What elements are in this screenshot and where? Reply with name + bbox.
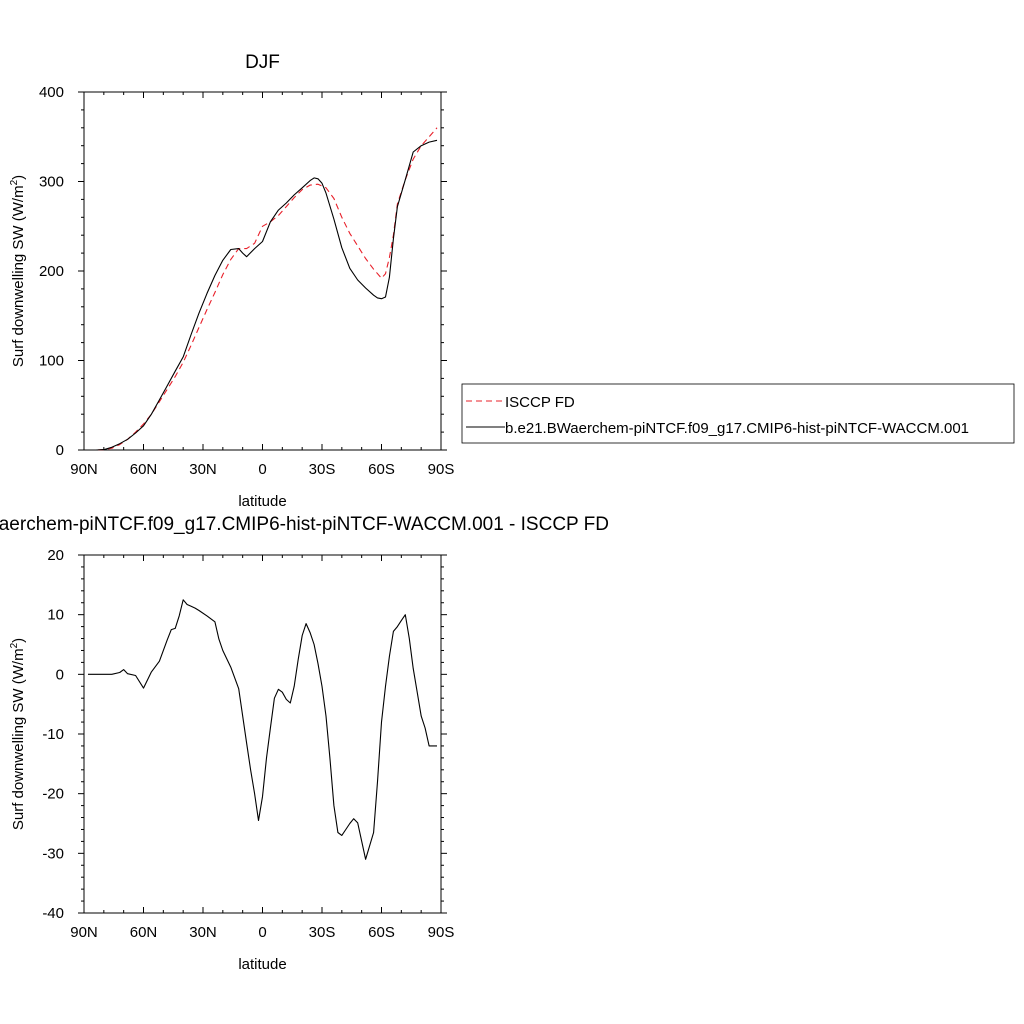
- y-tick-labels: 0 100 200 300 400: [39, 84, 64, 459]
- legend-label-model: b.e21.BWaerchem-piNTCF.f09_g17.CMIP6-his…: [505, 420, 969, 437]
- y-axis-title: Surf downwelling SW (W/m2): [9, 638, 27, 830]
- y-tick-label: 100: [39, 353, 64, 370]
- x-tick-label: 30S: [309, 461, 336, 478]
- legend-label-isccp: ISCCP FD: [505, 394, 575, 411]
- y-axis-title-close: ): [10, 175, 27, 180]
- y-tick-label: 400: [39, 84, 64, 101]
- series-lines: [88, 127, 438, 451]
- x-tick-label: 90N: [70, 461, 98, 478]
- x-tick-labels: 90N 60N 30N 0 30S 60S 90S: [70, 461, 454, 478]
- top-panel-djf: DJF 90N 60N 30N 0 30S 60S 90S 0 100 200 300 400 la…: [9, 52, 454, 510]
- plot-area-frame: [83, 91, 442, 451]
- plot-area-frame: [83, 554, 442, 914]
- y-axis-title-text: Surf downwelling SW (W/m: [10, 185, 27, 367]
- y-tick-label: 0: [56, 666, 64, 683]
- panel-title-difference: b.e21.BWaerchem-piNTCF.f09_g17.CMIP6-his…: [0, 514, 609, 535]
- x-tick-label: 90S: [428, 924, 455, 941]
- y-tick-label: 200: [39, 263, 64, 280]
- x-tick-label: 0: [258, 461, 266, 478]
- x-tick-label: 60S: [368, 924, 395, 941]
- y-tick-label: 10: [47, 607, 64, 624]
- x-axis-title: latitude: [238, 493, 286, 510]
- x-tick-label: 90S: [428, 461, 455, 478]
- x-tick-labels: 90N 60N 30N 0 30S 60S 90S: [70, 924, 454, 941]
- x-tick-label: 90N: [70, 924, 98, 941]
- bottom-panel-difference: b.e21.BWaerchem-piNTCF.f09_g17.CMIP6-his…: [0, 514, 609, 973]
- x-tick-label: 0: [258, 924, 266, 941]
- y-tick-label: -20: [42, 786, 64, 803]
- y-axis-title-superscript: 2: [9, 179, 20, 185]
- x-tick-label: 60N: [130, 924, 158, 941]
- y-tick-label: 20: [47, 547, 64, 564]
- x-tick-label: 60S: [368, 461, 395, 478]
- x-tick-label: 30S: [309, 924, 336, 941]
- panel-title-djf: DJF: [245, 52, 280, 73]
- series-line-model: [88, 139, 438, 451]
- axis-ticks: [78, 554, 447, 914]
- x-axis-title: latitude: [238, 956, 286, 973]
- y-tick-label: -40: [42, 905, 64, 922]
- legend: ISCCP FD b.e21.BWaerchem-piNTCF.f09_g17.…: [461, 383, 1015, 444]
- y-axis-title: Surf downwelling SW (W/m2): [9, 175, 27, 367]
- y-axis-title-close: ): [10, 638, 27, 643]
- y-axis-title-text: Surf downwelling SW (W/m: [10, 648, 27, 830]
- y-axis-title-superscript: 2: [9, 642, 20, 648]
- y-tick-labels: 20 10 0 -10 -20 -30 -40: [42, 547, 64, 922]
- x-tick-label: 60N: [130, 461, 158, 478]
- series-lines: [88, 599, 437, 860]
- series-line-isccp: [88, 127, 438, 451]
- y-tick-label: -30: [42, 845, 64, 862]
- y-tick-label: -10: [42, 726, 64, 743]
- y-tick-label: 0: [56, 442, 64, 459]
- y-tick-label: 300: [39, 174, 64, 191]
- legend-box: [461, 383, 1015, 444]
- axis-ticks: [78, 91, 447, 451]
- x-tick-label: 30N: [189, 924, 217, 941]
- x-tick-label: 30N: [189, 461, 217, 478]
- series-line-difference: [88, 599, 437, 860]
